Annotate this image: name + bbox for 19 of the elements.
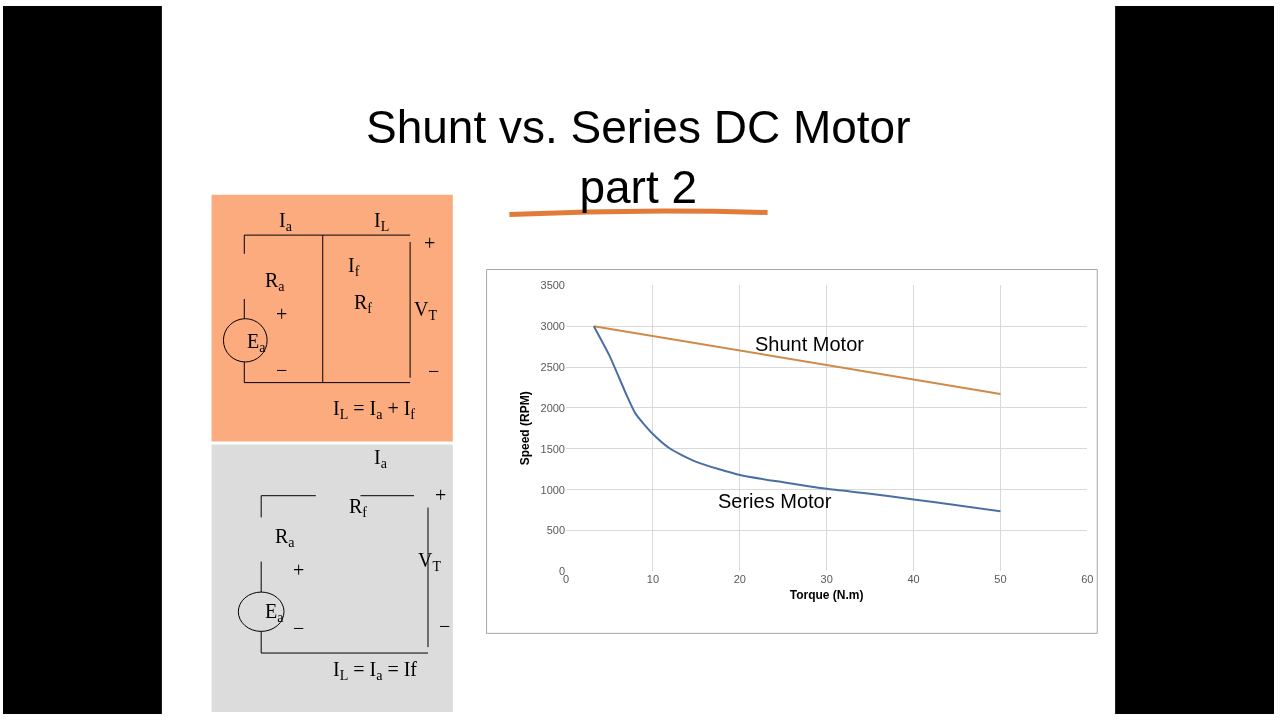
line-series — [592, 325, 1002, 513]
x-tick-label: 10 — [646, 573, 660, 586]
y-tick-label: 3500 — [540, 279, 566, 292]
y-tick-label: 2500 — [540, 360, 566, 373]
x-tick-label: 30 — [820, 573, 833, 586]
y-tick-label: 3000 — [540, 320, 566, 332]
y-tick-label: 1500 — [540, 442, 566, 455]
series-label: Series Motor — [718, 490, 832, 512]
x-tick-label: 50 — [994, 573, 1007, 586]
chart-title: Shunt vs. Series DC Motor part 2 — [366, 101, 911, 213]
y-tick-label: 1000 — [540, 483, 566, 496]
y-tick-label: 500 — [546, 524, 566, 537]
y-tick-label: 2000 — [540, 401, 566, 414]
x-tick-label: 40 — [907, 573, 920, 586]
x-tick-label: 60 — [1081, 573, 1094, 586]
x-tick-label: 20 — [733, 573, 746, 586]
series-label: Shunt Motor — [755, 333, 865, 355]
x-axis-title: Torque (N.m) — [789, 588, 864, 603]
y-axis-title: Speed (RPM) — [517, 391, 532, 466]
